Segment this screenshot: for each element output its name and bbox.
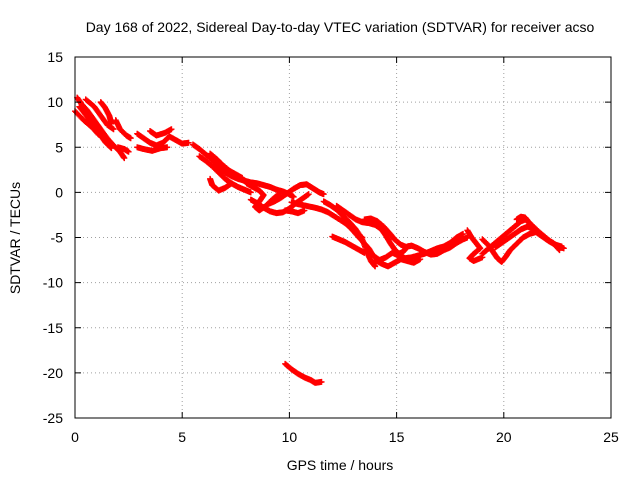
data-point <box>168 126 175 133</box>
y-tick-labels: -25 -20 -15 -10 -5 0 5 10 15 <box>43 49 63 426</box>
data-point <box>247 189 254 196</box>
data-point <box>305 191 312 198</box>
data-point <box>110 126 117 133</box>
data-point <box>526 220 533 227</box>
y-tick-label: 15 <box>47 49 63 65</box>
data-point <box>127 135 134 142</box>
data-point <box>95 131 102 138</box>
x-axis-label: GPS time / hours <box>287 457 394 473</box>
data-point <box>185 139 192 146</box>
data-point <box>318 378 325 385</box>
x-tick-label: 15 <box>389 429 405 445</box>
data-point <box>94 130 101 137</box>
x-tick-label: 10 <box>282 429 298 445</box>
grid <box>75 57 611 418</box>
data-point <box>125 148 132 155</box>
y-tick-label: -10 <box>43 275 63 291</box>
y-tick-label: 10 <box>47 94 63 110</box>
y-tick-label: -25 <box>43 410 63 426</box>
data-point <box>108 120 115 127</box>
data-points <box>72 94 567 386</box>
data-point <box>460 230 467 237</box>
x-tick-label: 25 <box>603 429 619 445</box>
x-tick-labels: 0 5 10 15 20 25 <box>71 429 619 445</box>
data-point <box>108 145 115 152</box>
data-point <box>555 246 562 253</box>
data-point <box>404 244 411 251</box>
data-point <box>417 256 424 263</box>
data-point <box>556 247 563 254</box>
data-point <box>361 249 368 256</box>
data-point <box>320 191 327 198</box>
data-point <box>560 245 567 252</box>
x-tick-label: 20 <box>496 429 512 445</box>
x-tick-label: 5 <box>178 429 186 445</box>
data-point <box>107 144 114 151</box>
data-point <box>290 193 297 200</box>
y-tick-label: 5 <box>55 139 63 155</box>
data-point <box>239 174 246 181</box>
y-tick-label: -15 <box>43 320 63 336</box>
data-point <box>121 155 128 162</box>
y-tick-label: -5 <box>51 230 64 246</box>
chart-title: Day 168 of 2022, Sidereal Day-to-day VTE… <box>86 19 595 35</box>
x-tick-label: 0 <box>71 429 79 445</box>
y-tick-label: 0 <box>55 184 63 200</box>
y-tick-label: -20 <box>43 365 63 381</box>
data-point <box>372 263 379 270</box>
data-point <box>164 144 171 151</box>
y-axis-label: SDTVAR / TECUs <box>7 182 23 294</box>
ticks <box>74 56 612 419</box>
data-point <box>228 180 235 187</box>
